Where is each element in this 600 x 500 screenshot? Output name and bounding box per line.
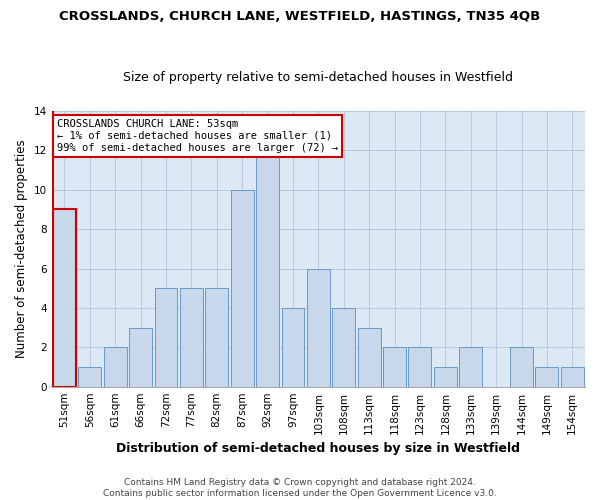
X-axis label: Distribution of semi-detached houses by size in Westfield: Distribution of semi-detached houses by … bbox=[116, 442, 520, 455]
Bar bbox=[561, 367, 584, 386]
Title: Size of property relative to semi-detached houses in Westfield: Size of property relative to semi-detach… bbox=[124, 70, 514, 84]
Bar bbox=[459, 348, 482, 387]
Bar bbox=[129, 328, 152, 386]
Bar bbox=[307, 268, 330, 386]
Bar bbox=[180, 288, 203, 386]
Bar bbox=[383, 348, 406, 387]
Text: Contains HM Land Registry data © Crown copyright and database right 2024.
Contai: Contains HM Land Registry data © Crown c… bbox=[103, 478, 497, 498]
Bar bbox=[510, 348, 533, 387]
Bar bbox=[434, 367, 457, 386]
Bar bbox=[155, 288, 178, 386]
Bar bbox=[358, 328, 380, 386]
Bar bbox=[79, 367, 101, 386]
Bar bbox=[104, 348, 127, 387]
Bar bbox=[535, 367, 559, 386]
Bar bbox=[53, 210, 76, 386]
Bar bbox=[332, 308, 355, 386]
Bar bbox=[256, 150, 279, 386]
Bar bbox=[205, 288, 228, 386]
Text: CROSSLANDS, CHURCH LANE, WESTFIELD, HASTINGS, TN35 4QB: CROSSLANDS, CHURCH LANE, WESTFIELD, HAST… bbox=[59, 10, 541, 23]
Text: CROSSLANDS CHURCH LANE: 53sqm
← 1% of semi-detached houses are smaller (1)
99% o: CROSSLANDS CHURCH LANE: 53sqm ← 1% of se… bbox=[57, 120, 338, 152]
Bar bbox=[409, 348, 431, 387]
Y-axis label: Number of semi-detached properties: Number of semi-detached properties bbox=[15, 140, 28, 358]
Bar bbox=[281, 308, 304, 386]
Bar bbox=[231, 190, 254, 386]
